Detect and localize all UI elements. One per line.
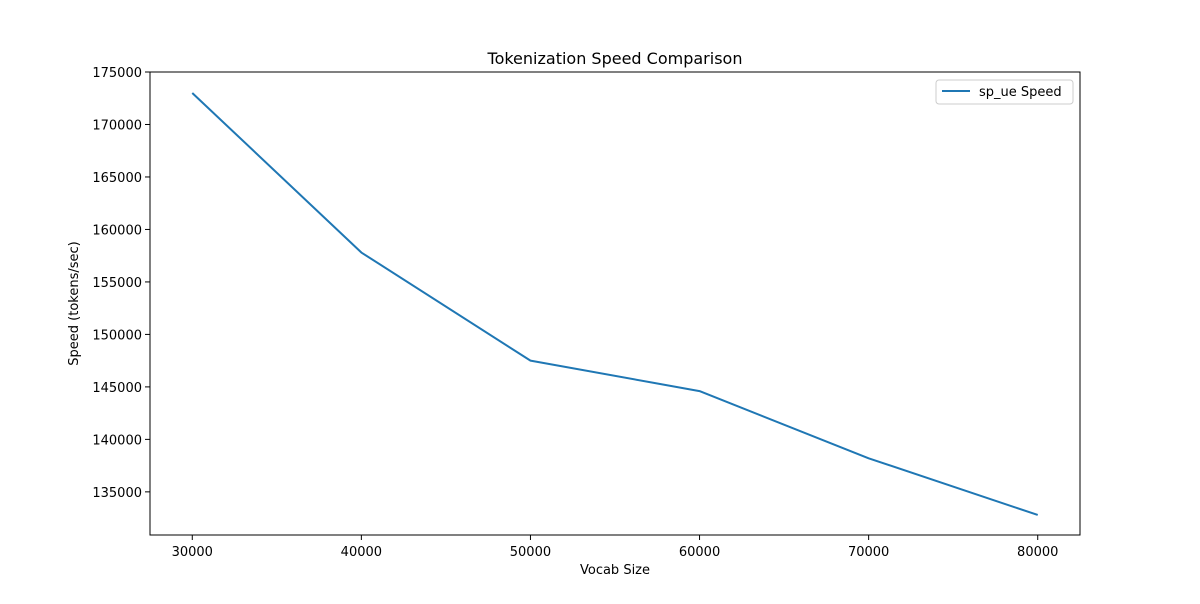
x-tick-label: 30000	[172, 545, 213, 560]
x-tick-label: 80000	[1017, 545, 1058, 560]
y-tick-label: 165000	[92, 171, 142, 186]
x-tick-label: 70000	[848, 545, 889, 560]
y-tick-label: 135000	[92, 486, 142, 501]
y-tick-label: 150000	[92, 328, 142, 343]
plot-area: 30000 40000 50000 60000 70000 80000 135000 140…	[92, 66, 1080, 560]
y-tick-label: 145000	[92, 381, 142, 396]
chart-title: Tokenization Speed Comparison	[487, 49, 743, 68]
plot-frame	[150, 72, 1080, 535]
y-tick-label: 155000	[92, 276, 142, 291]
y-tick-label: 175000	[92, 66, 142, 81]
y-tick-label: 140000	[92, 433, 142, 448]
legend-label: sp_ue Speed	[979, 85, 1062, 100]
x-tick-label: 50000	[510, 545, 551, 560]
x-axis-label: Vocab Size	[580, 563, 650, 578]
y-tick-label: 160000	[92, 223, 142, 238]
x-tick-label: 60000	[679, 545, 720, 560]
y-tick-label: 170000	[92, 118, 142, 133]
x-tick-label: 40000	[341, 545, 382, 560]
y-axis-label: Speed (tokens/sec)	[67, 241, 82, 365]
y-axis: 135000 140000 145000 150000 155000 160000 1650…	[92, 66, 150, 501]
legend: sp_ue Speed	[936, 80, 1073, 104]
